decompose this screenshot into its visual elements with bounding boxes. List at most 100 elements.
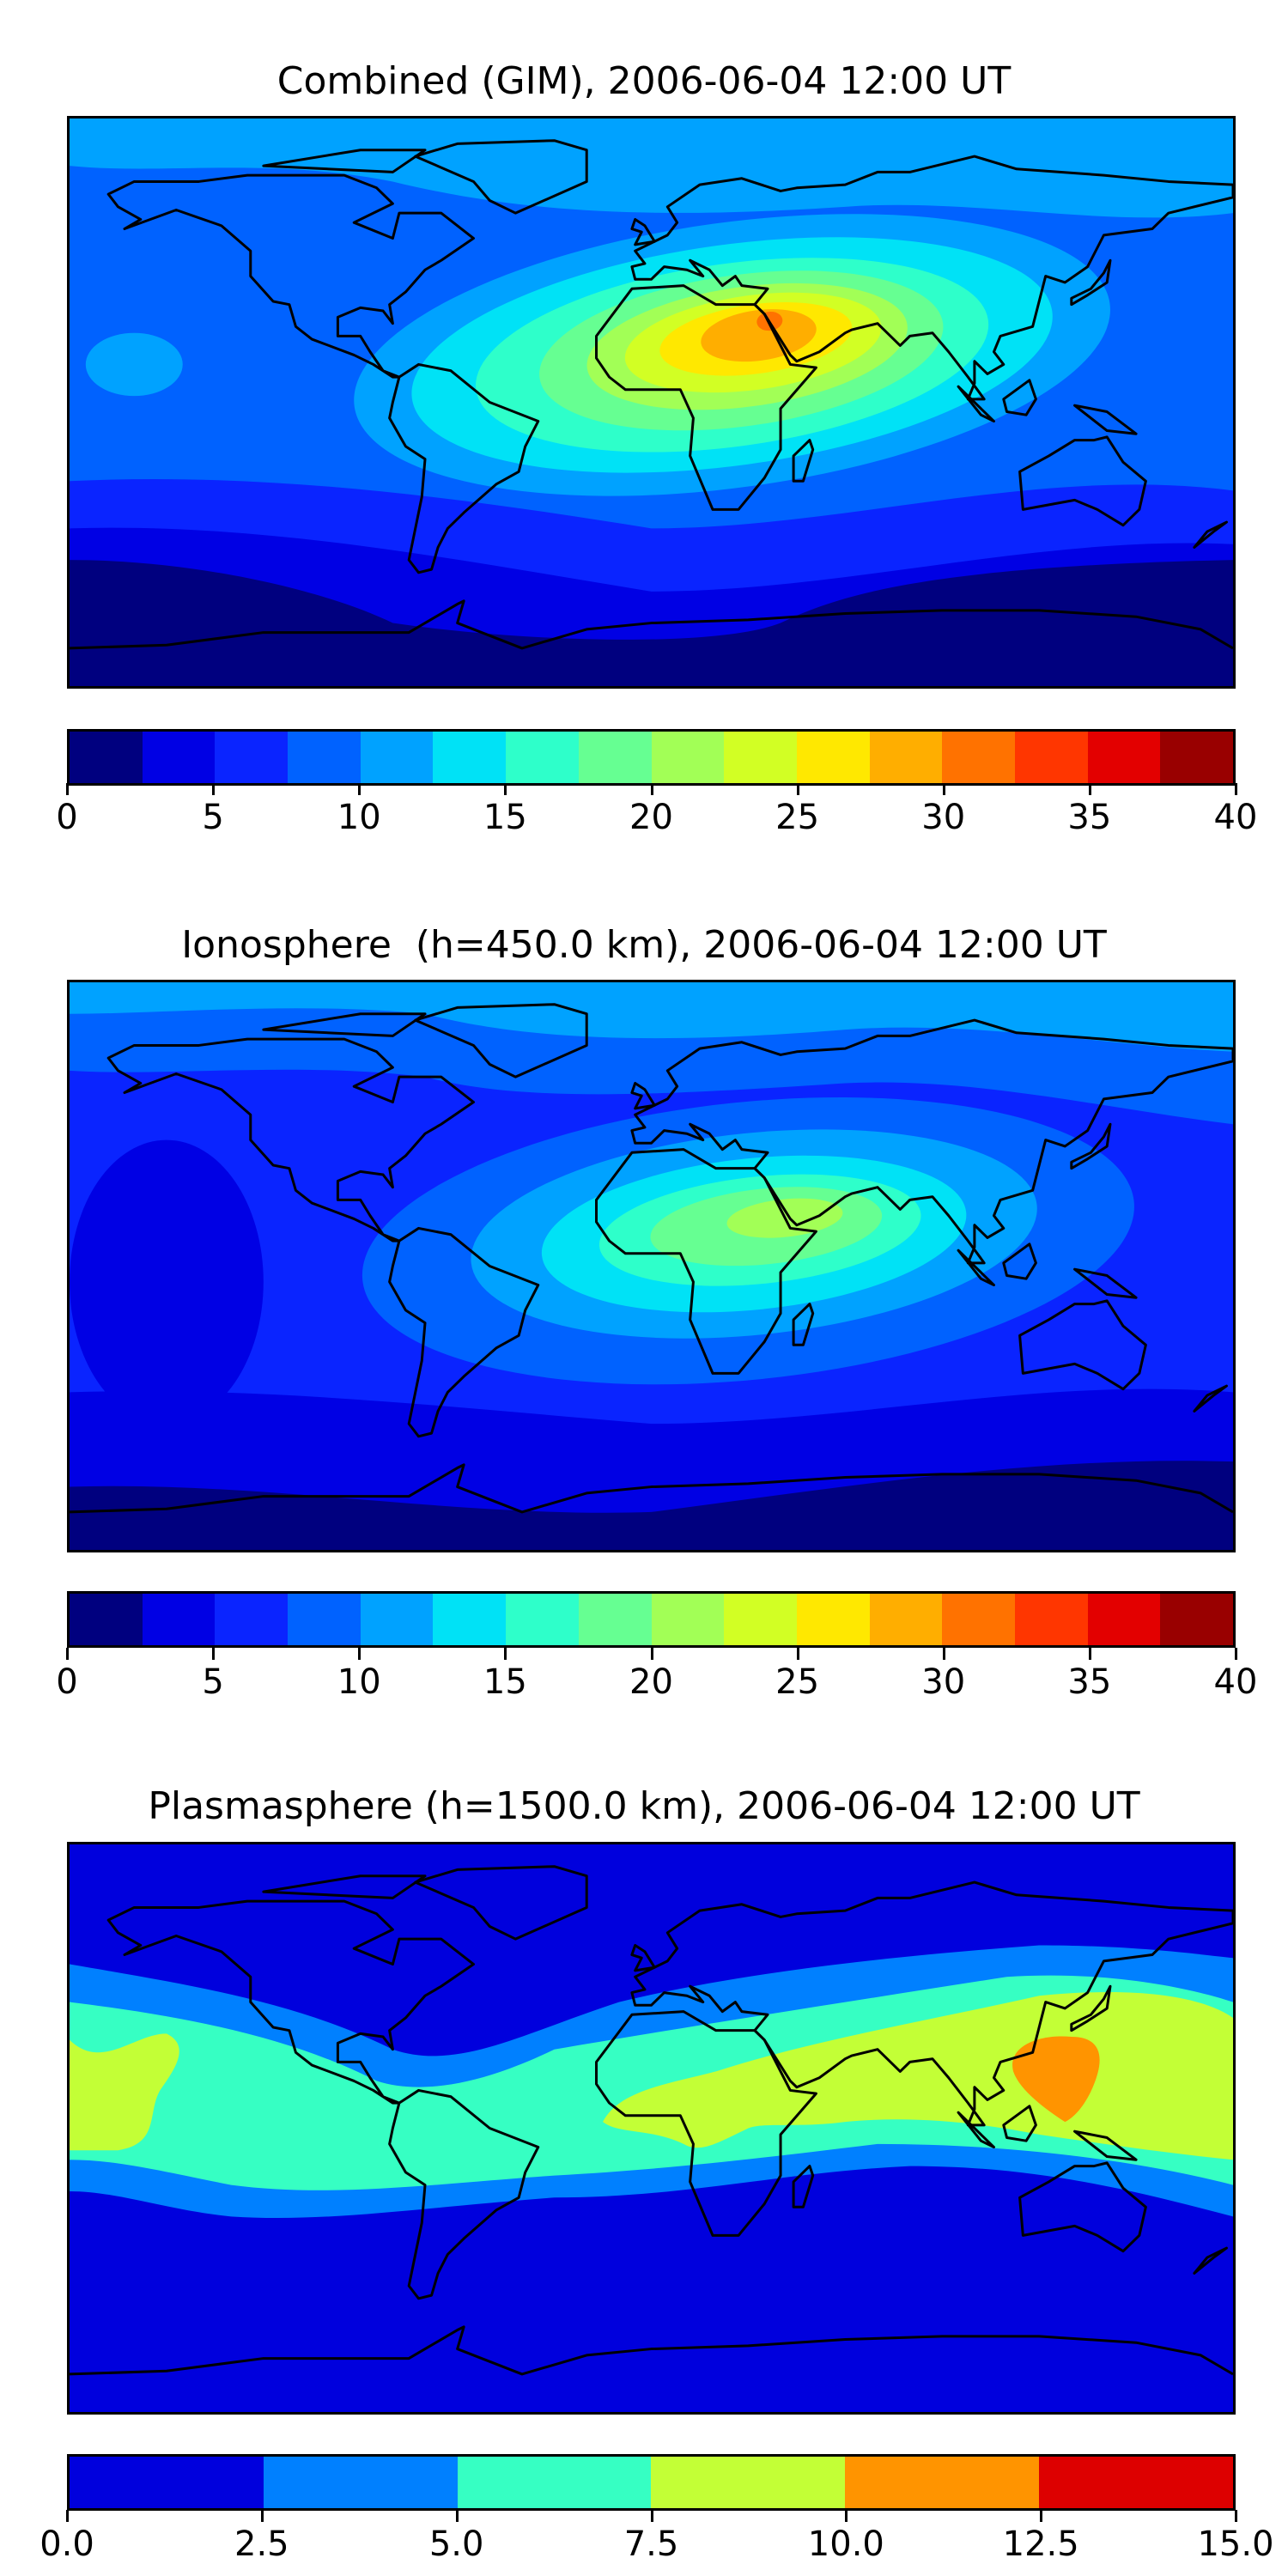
chart-title-ionosphere: Ionosphere (h=450.0 km), 2006-06-04 12:0… xyxy=(181,923,1107,967)
colorbar-tick-mark xyxy=(1088,783,1091,795)
colorbar-segment xyxy=(506,1594,579,1645)
contour-level-12-5 xyxy=(1012,2036,1100,2123)
contour-level-10-east xyxy=(603,1992,1233,2160)
colorbar-tick-mark xyxy=(1235,2510,1237,2522)
colorbar-segment xyxy=(1014,1594,1088,1645)
colorbar-ionosphere xyxy=(67,1591,1236,1648)
colorbar-segment xyxy=(651,1594,725,1645)
colorbar-tick-label: 5.0 xyxy=(428,2524,484,2564)
contour-level-2-5-south xyxy=(70,1461,1233,1550)
contour-field-plasmasphere xyxy=(70,1844,1233,2412)
colorbar-segment xyxy=(942,1594,1015,1645)
colorbar-tick-label: 0 xyxy=(56,1662,78,1702)
colorbar-tick-mark xyxy=(1040,2510,1043,2522)
contour-field-ionosphere xyxy=(70,982,1233,1550)
colorbar-ticks-ionosphere: 0 5 10 15 20 25 30 35 40 xyxy=(56,1648,1257,1702)
colorbar-ticks-combined: 0 5 10 15 20 25 30 35 40 xyxy=(56,783,1257,837)
colorbar-segment xyxy=(70,1594,143,1645)
colorbar-tick-label: 10 xyxy=(337,798,381,837)
chart-title-combined: Combined (GIM), 2006-06-04 12:00 UT xyxy=(276,59,1012,103)
colorbar-plasmasphere xyxy=(67,2454,1236,2511)
chart-title-plasmasphere: Plasmasphere (h=1500.0 km), 2006-06-04 1… xyxy=(148,1784,1140,1828)
colorbar-tick-label: 2.5 xyxy=(234,2524,289,2564)
contour-level-5-pacific xyxy=(70,1139,264,1425)
colorbar-tick-label: 30 xyxy=(921,798,966,837)
colorbar-segment xyxy=(1087,732,1161,783)
colorbar-segment xyxy=(1087,1594,1161,1645)
colorbar-segment xyxy=(724,732,797,783)
colorbar-segment xyxy=(578,732,652,783)
colorbar-tick-mark xyxy=(358,783,361,795)
colorbar-tick-label: 30 xyxy=(921,1662,966,1702)
colorbar-segment xyxy=(651,2457,846,2508)
colorbar-segment xyxy=(288,1594,361,1645)
colorbar-tick-mark xyxy=(455,2510,459,2522)
colorbar-segment xyxy=(215,732,289,783)
colorbar-tick-mark xyxy=(1235,1648,1237,1660)
colorbar-tick-mark xyxy=(796,783,799,795)
colorbar-segment xyxy=(360,732,434,783)
map-ionosphere xyxy=(67,980,1236,1552)
colorbar-segment xyxy=(845,2457,1040,2508)
colorbar-tick-mark xyxy=(1235,783,1237,795)
contour-level-12-5-north xyxy=(70,118,1233,218)
colorbar-tick-label: 15 xyxy=(483,1662,527,1702)
colorbar-segment xyxy=(869,732,943,783)
colorbar-tick-mark xyxy=(66,2510,69,2522)
contour-level-2-5-south xyxy=(70,560,1233,686)
colorbar-segment xyxy=(942,732,1015,783)
colorbar-tick-mark xyxy=(942,783,945,795)
colorbar-tick-mark xyxy=(845,2510,848,2522)
colorbar-segment xyxy=(288,732,361,783)
colorbar-tick-mark xyxy=(212,1648,216,1660)
colorbar-tick-label: 35 xyxy=(1067,798,1112,837)
colorbar-tick-label: 20 xyxy=(629,1662,673,1702)
colorbar-tick-label: 12.5 xyxy=(1002,2524,1079,2564)
colorbar-segment xyxy=(70,732,143,783)
colorbar-segment xyxy=(869,1594,943,1645)
colorbar-segment xyxy=(360,1594,434,1645)
colorbar-segment xyxy=(1160,732,1233,783)
colorbar-tick-label: 5 xyxy=(202,1662,224,1702)
colorbar-tick-mark xyxy=(1088,1648,1091,1660)
colorbar-tick-label: 0 xyxy=(56,798,78,837)
colorbar-tick-mark xyxy=(650,2510,653,2522)
colorbar-tick-label: 25 xyxy=(775,1662,820,1702)
colorbar-segment xyxy=(457,2457,652,2508)
colorbar-tick-label: 35 xyxy=(1067,1662,1112,1702)
contour-level-10-west xyxy=(70,2033,179,2151)
colorbar-tick-mark xyxy=(796,1648,799,1660)
colorbar-tick-mark xyxy=(66,783,69,795)
colorbar-segment xyxy=(70,2457,264,2508)
colorbar-segment xyxy=(1039,2457,1233,2508)
colorbar-tick-mark xyxy=(504,1648,507,1660)
colorbar-tick-label: 20 xyxy=(629,798,673,837)
map-combined xyxy=(67,116,1236,689)
colorbar-segment xyxy=(796,732,870,783)
colorbar-tick-mark xyxy=(260,2510,264,2522)
colorbar-segment xyxy=(142,732,216,783)
colorbar-segment xyxy=(1160,1594,1233,1645)
colorbar-tick-label: 40 xyxy=(1213,1662,1258,1702)
colorbar-tick-label: 40 xyxy=(1213,798,1258,837)
colorbar-segment xyxy=(796,1594,870,1645)
colorbar-tick-mark xyxy=(650,1648,653,1660)
colorbar-combined xyxy=(67,729,1236,786)
colorbar-tick-label: 0.0 xyxy=(39,2524,94,2564)
contour-field-combined xyxy=(70,118,1233,686)
colorbar-segment xyxy=(578,1594,652,1645)
colorbar-tick-mark xyxy=(504,783,507,795)
contour-level-12-5-north xyxy=(70,982,1233,1052)
colorbar-tick-mark xyxy=(66,1648,69,1660)
colorbar-segment xyxy=(433,732,507,783)
map-plasmasphere xyxy=(67,1842,1236,2415)
colorbar-segment xyxy=(506,732,579,783)
colorbar-ticks-plasmasphere: 0.0 2.5 5.0 7.5 10.0 12.5 15.0 xyxy=(39,2510,1274,2564)
colorbar-segment xyxy=(724,1594,797,1645)
colorbar-segment xyxy=(1014,732,1088,783)
contour-level-12-5-pacific xyxy=(85,332,183,397)
colorbar-segment xyxy=(651,732,725,783)
colorbar-tick-mark xyxy=(942,1648,945,1660)
colorbar-tick-label: 5 xyxy=(202,798,224,837)
colorbar-tick-label: 10.0 xyxy=(807,2524,884,2564)
